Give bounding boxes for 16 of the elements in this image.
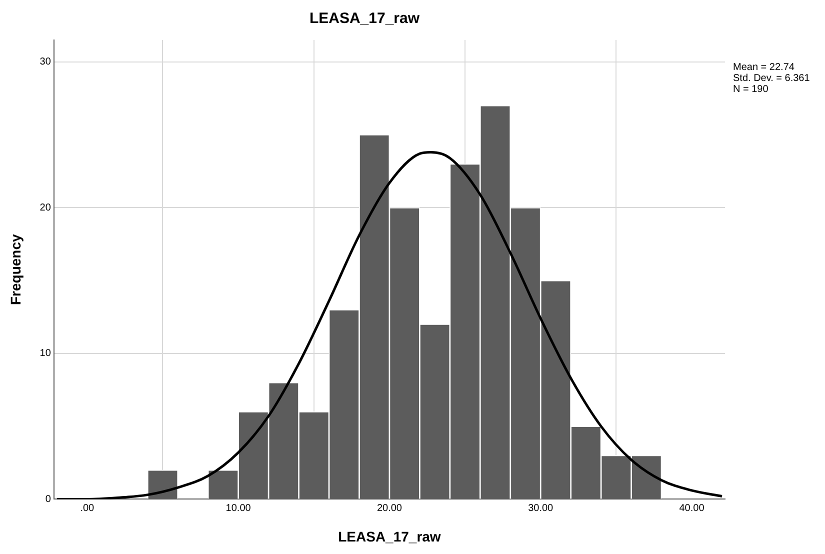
y-tick-label: 0 [45, 494, 52, 505]
y-tick-label: 20 [40, 202, 52, 214]
x-tick-label: 40.00 [679, 502, 705, 514]
y-axis-title: Frequency [7, 234, 24, 306]
x-tick-label: 20.00 [376, 502, 402, 514]
text: Std. Dev. = 6.361 [733, 72, 810, 84]
line-series [56, 151, 724, 500]
x-axis-title: LEASA_17_raw [338, 528, 441, 544]
x-tick-label: .00 [80, 502, 95, 514]
text: Mean = 22.74 [733, 62, 795, 73]
chart-title: LEASA_17_raw [309, 10, 420, 28]
y-tick-label: 30 [40, 56, 52, 68]
x-tick-label: 30.00 [528, 502, 554, 514]
x-tick-label: 10.00 [226, 502, 252, 514]
y-tick-label: 10 [40, 348, 52, 360]
text: N = 190 [733, 84, 769, 95]
